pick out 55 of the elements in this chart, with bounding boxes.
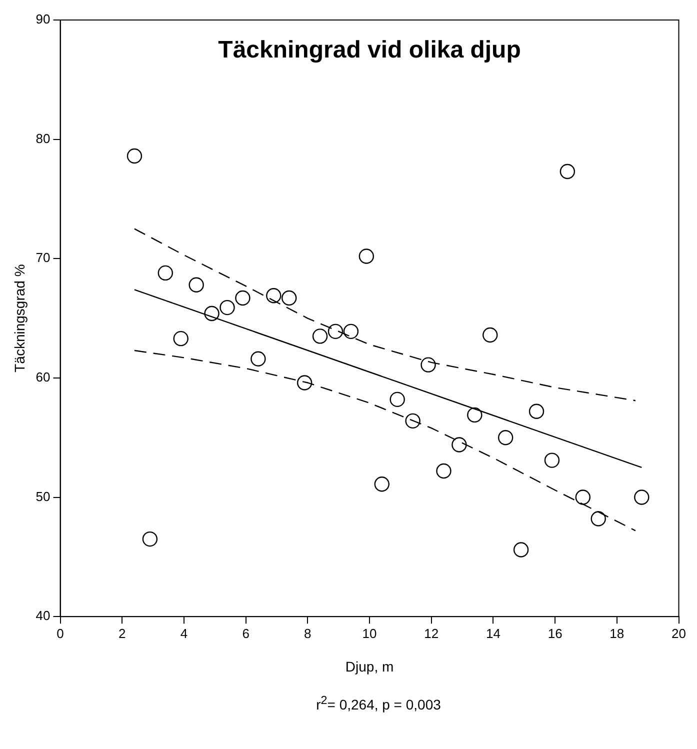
point xyxy=(343,324,359,340)
point xyxy=(266,288,282,304)
y-tick-label: 70 xyxy=(36,250,50,266)
point xyxy=(405,413,420,429)
x-tick-label: 0 xyxy=(56,626,64,641)
point xyxy=(312,328,328,344)
point xyxy=(296,375,312,390)
point xyxy=(220,300,235,316)
point xyxy=(467,407,482,423)
text: r$^{2}$= 0,264, p = 0,003 xyxy=(315,694,442,713)
y-tick-label: 90 xyxy=(36,12,50,27)
text: Täckningrad vid olika djup xyxy=(218,36,521,64)
point xyxy=(420,357,436,372)
point xyxy=(158,265,174,281)
point xyxy=(452,437,467,452)
point xyxy=(250,351,266,366)
point xyxy=(590,511,606,526)
point xyxy=(126,148,142,164)
point xyxy=(575,490,590,505)
point xyxy=(358,248,374,264)
y-tick-label: 60 xyxy=(36,370,50,385)
point xyxy=(328,324,344,340)
point xyxy=(188,277,204,292)
x-tick-label: 20 xyxy=(672,626,686,641)
x-tick-label: 4 xyxy=(180,626,188,641)
point xyxy=(390,392,405,408)
point xyxy=(544,452,560,468)
x-tick-label: 18 xyxy=(610,626,624,641)
point xyxy=(528,404,544,419)
x-tick-label: 2 xyxy=(118,626,126,641)
x-tick-label: 14 xyxy=(486,626,500,641)
point xyxy=(374,476,390,492)
point xyxy=(235,290,250,306)
point xyxy=(513,542,529,558)
line-series xyxy=(134,228,636,402)
x-tick-label: 8 xyxy=(304,626,312,641)
point xyxy=(634,490,650,505)
x-tick-label: 10 xyxy=(362,626,377,641)
point xyxy=(498,430,514,446)
point xyxy=(436,463,452,479)
x-tick-label: 12 xyxy=(424,626,439,641)
x-tick-label: 6 xyxy=(242,626,250,641)
point xyxy=(482,327,498,343)
line-series xyxy=(134,350,636,532)
x-axis-title: Djup, m xyxy=(345,658,394,674)
y-axis-title: Täckningsgrad % xyxy=(11,264,28,372)
y-tick-label: 40 xyxy=(36,608,50,624)
x-tick-label: 16 xyxy=(548,626,562,641)
y-tick-label: 50 xyxy=(36,488,50,504)
point xyxy=(204,306,220,322)
point xyxy=(282,290,297,306)
point xyxy=(142,531,158,547)
point xyxy=(560,164,576,180)
point xyxy=(173,330,188,346)
y-tick-label: 80 xyxy=(36,130,50,146)
